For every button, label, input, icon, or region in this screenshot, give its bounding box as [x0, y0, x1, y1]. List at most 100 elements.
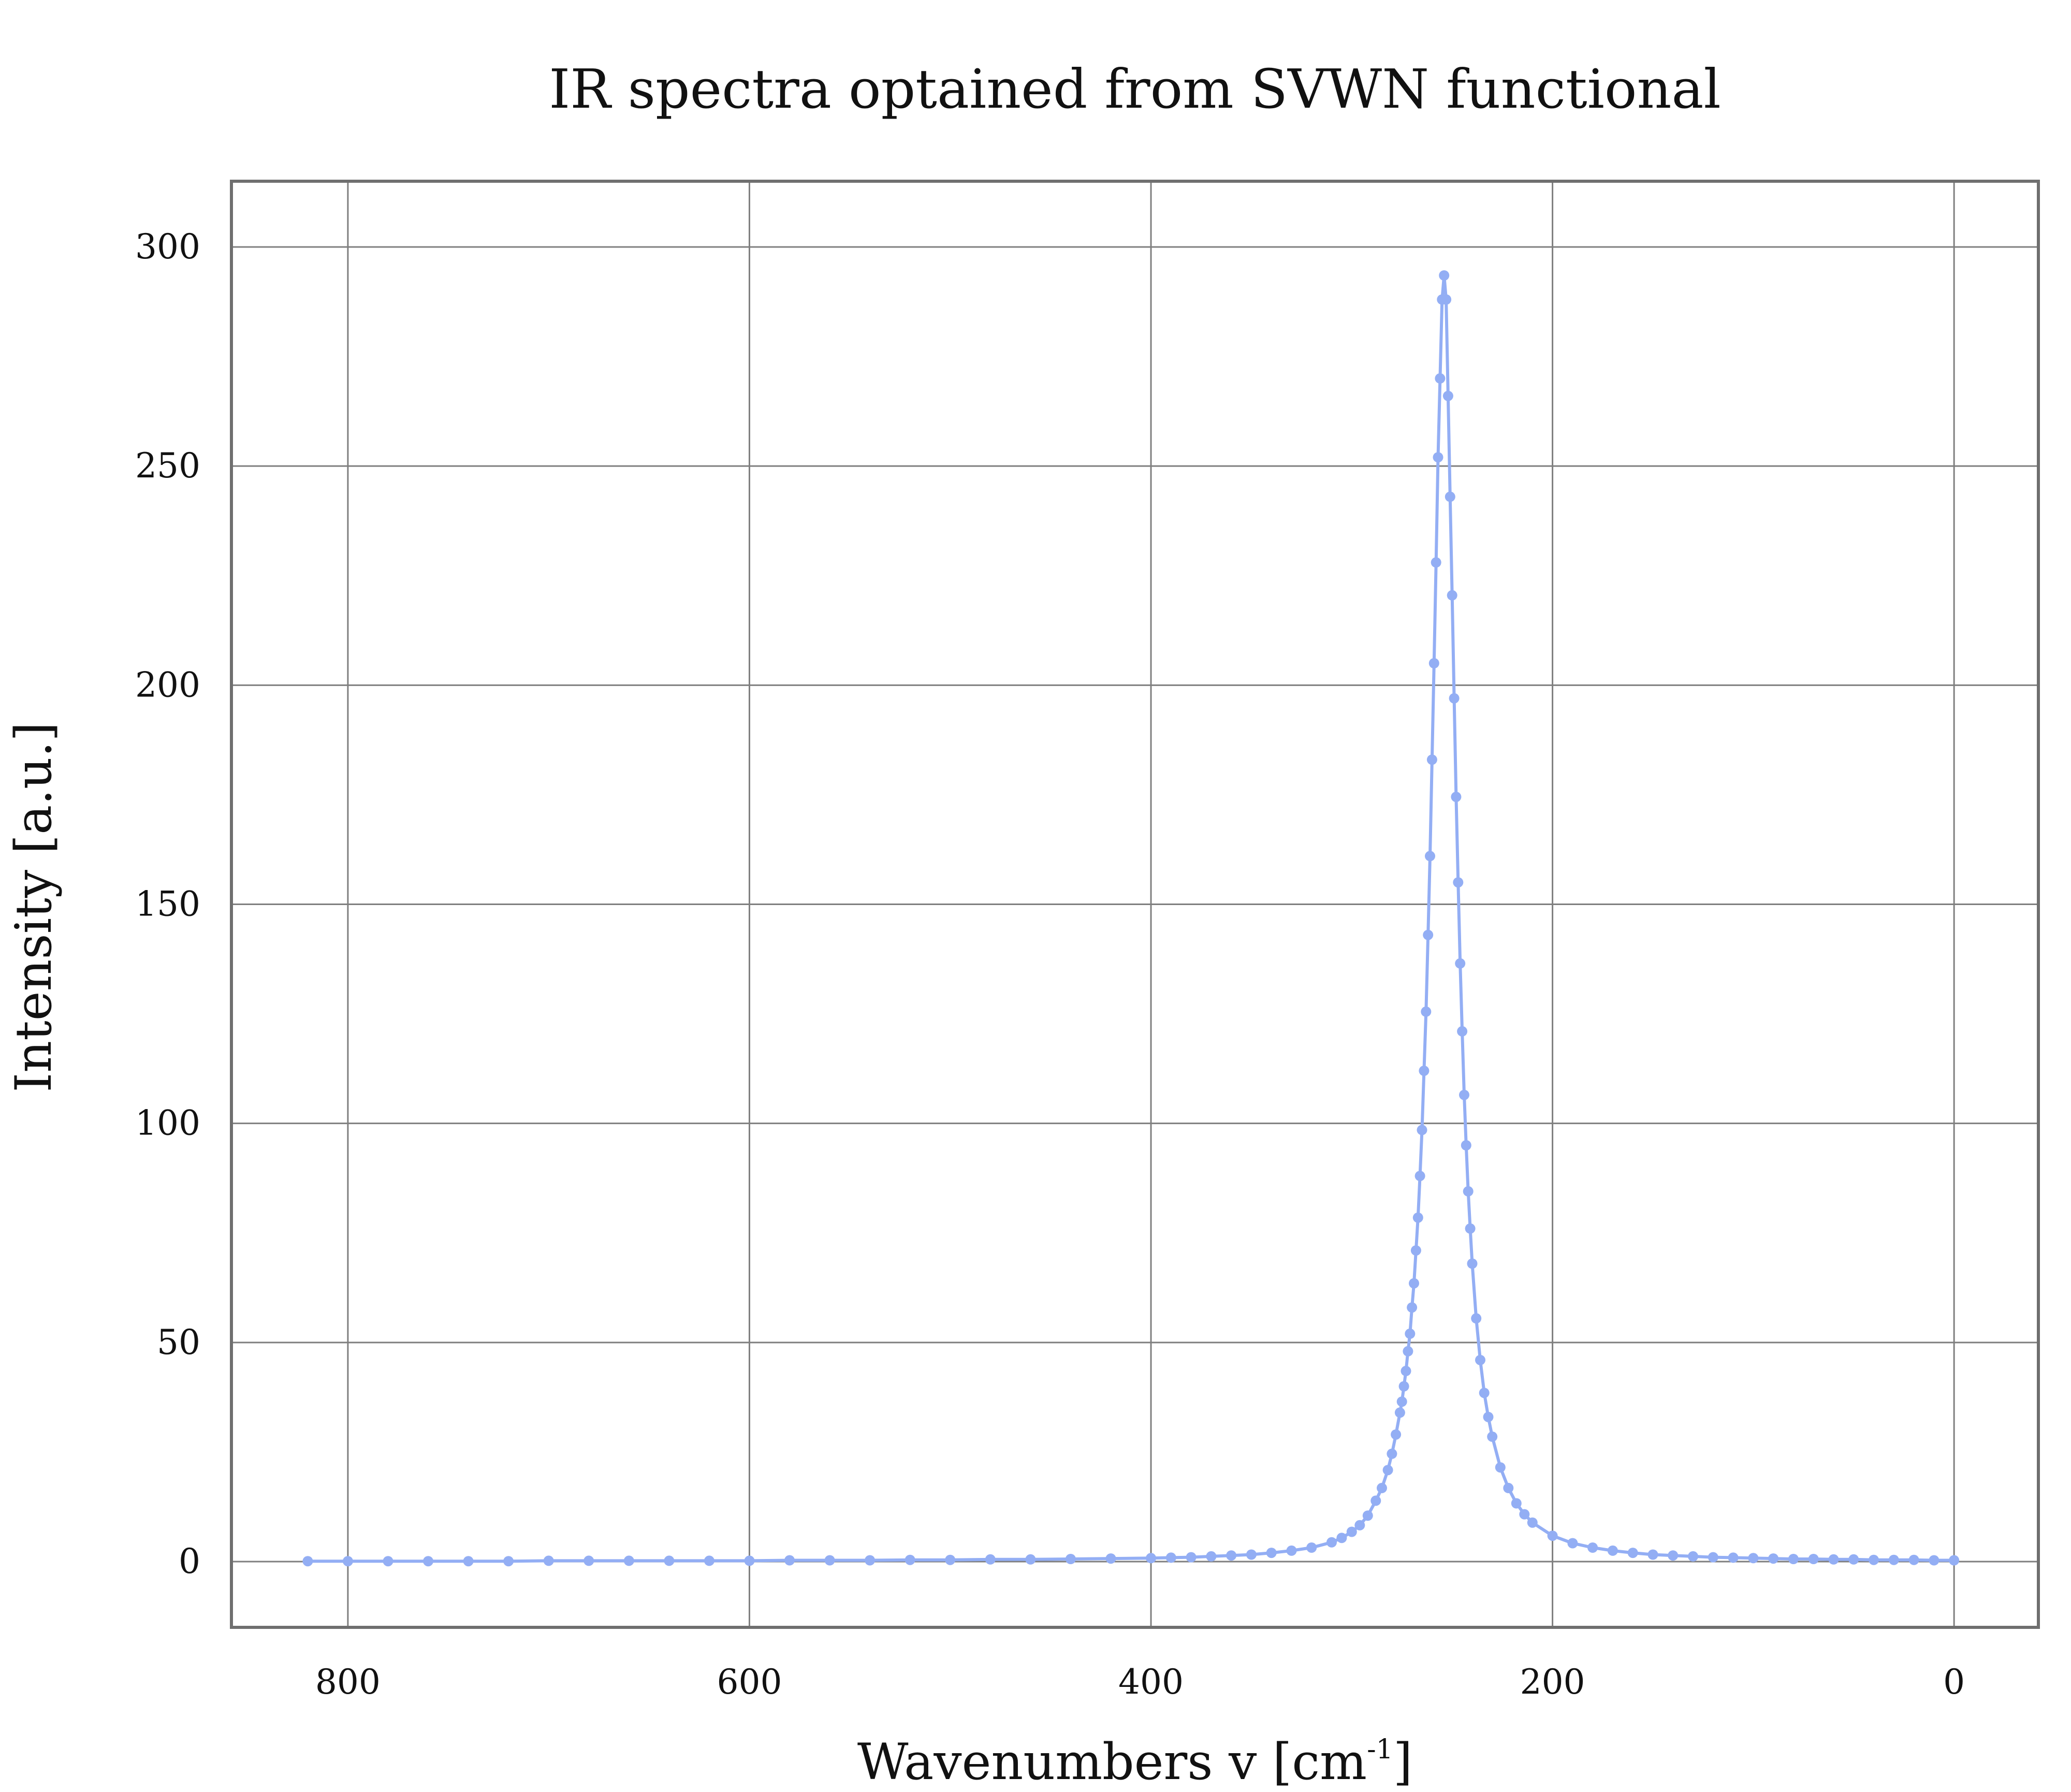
y-tick-label: 100	[135, 1103, 200, 1143]
data-point	[1407, 1302, 1418, 1313]
data-point	[905, 1554, 915, 1565]
y-tick-label: 300	[135, 227, 200, 267]
data-point	[1455, 958, 1466, 969]
data-point	[1186, 1552, 1197, 1563]
data-point	[463, 1556, 474, 1567]
data-point	[1410, 1245, 1421, 1256]
data-point	[1382, 1465, 1393, 1476]
x-tick-label: 200	[1520, 1662, 1585, 1702]
data-point	[1391, 1429, 1402, 1440]
data-point	[1869, 1554, 1879, 1565]
data-point	[1414, 1171, 1425, 1182]
data-point	[1439, 270, 1450, 281]
data-point	[1457, 1026, 1468, 1037]
data-point	[1788, 1554, 1799, 1564]
data-point	[503, 1556, 514, 1567]
data-point	[1465, 1223, 1476, 1234]
data-point	[1105, 1553, 1116, 1564]
data-point	[1405, 1328, 1416, 1339]
data-point	[1401, 1365, 1411, 1376]
data-point	[1479, 1388, 1490, 1398]
data-point	[423, 1556, 433, 1567]
data-point	[584, 1555, 594, 1566]
data-point	[1949, 1555, 1960, 1566]
data-point	[1377, 1482, 1387, 1493]
data-point	[1471, 1313, 1482, 1324]
data-point	[1398, 1381, 1409, 1392]
data-point	[302, 1556, 313, 1567]
data-point	[1326, 1537, 1337, 1548]
data-point	[704, 1555, 714, 1566]
y-tick-label: 250	[135, 446, 200, 486]
data-point	[1459, 1089, 1469, 1100]
plot-frame	[230, 180, 2040, 1629]
data-point	[664, 1555, 675, 1566]
data-point	[1387, 1448, 1397, 1459]
data-point	[1370, 1495, 1381, 1506]
data-point	[1412, 1212, 1423, 1223]
data-point	[824, 1555, 835, 1566]
data-point	[1475, 1354, 1485, 1365]
data-point	[1362, 1510, 1373, 1521]
data-point	[1423, 929, 1434, 940]
data-point	[1519, 1509, 1530, 1520]
data-point	[1848, 1554, 1859, 1565]
data-point	[1929, 1555, 1939, 1566]
data-point	[1286, 1545, 1297, 1556]
data-point	[945, 1554, 956, 1565]
x-axis-label: Wavenumbers v [cm-1]	[857, 1733, 1412, 1791]
data-point	[1607, 1545, 1618, 1556]
data-point	[1587, 1542, 1598, 1553]
data-point	[1483, 1411, 1494, 1422]
data-point	[1426, 754, 1437, 765]
data-point	[1828, 1554, 1839, 1565]
data-point	[1206, 1551, 1217, 1562]
data-point	[1246, 1549, 1257, 1560]
tick-labels: 800 600 400 200 0 0 50 100 150 200 250 300	[135, 227, 1965, 1702]
data-point	[1567, 1538, 1578, 1549]
data-point	[1463, 1186, 1474, 1197]
data-point	[1354, 1520, 1365, 1531]
data-point	[1527, 1517, 1538, 1528]
x-tick-label: 600	[717, 1662, 782, 1702]
data-point	[1728, 1552, 1739, 1563]
data-point	[1708, 1552, 1718, 1563]
data-point	[1428, 658, 1439, 668]
x-axis-label-main: Wavenumbers v [cm	[857, 1733, 1367, 1791]
data-point	[1394, 1407, 1405, 1418]
data-point	[1627, 1548, 1638, 1558]
data-point	[1433, 452, 1443, 463]
data-point	[1266, 1548, 1277, 1558]
data-point	[784, 1555, 795, 1566]
data-point	[1888, 1554, 1899, 1565]
data-point	[1451, 792, 1462, 803]
x-tick-label: 0	[1943, 1662, 1965, 1702]
data-point	[1435, 373, 1446, 384]
data-point	[1226, 1550, 1237, 1561]
data-point	[744, 1555, 755, 1566]
x-tick-label: 800	[315, 1662, 381, 1702]
x-axis-label-superscript: -1	[1367, 1734, 1393, 1765]
data-point	[1503, 1482, 1514, 1493]
data-point	[1146, 1553, 1156, 1564]
data-point	[1403, 1346, 1413, 1357]
y-tick-label: 50	[157, 1322, 200, 1362]
data-point	[1419, 1066, 1430, 1076]
data-point	[1495, 1462, 1506, 1473]
y-tick-label: 0	[179, 1541, 200, 1581]
series-layer	[302, 270, 1960, 1567]
data-point	[1748, 1553, 1759, 1564]
data-point	[1025, 1554, 1036, 1565]
data-point	[1425, 851, 1435, 862]
data-point	[985, 1554, 996, 1565]
y-tick-label: 200	[135, 665, 200, 705]
y-axis-label: Intensity [a.u.]	[5, 722, 63, 1092]
data-point	[543, 1555, 554, 1566]
data-point	[1431, 557, 1441, 568]
data-point	[1647, 1549, 1658, 1560]
y-tick-label: 150	[135, 884, 200, 924]
data-point	[1447, 590, 1457, 601]
data-point	[1908, 1554, 1919, 1565]
data-point	[1442, 390, 1453, 401]
data-point	[1467, 1258, 1478, 1269]
